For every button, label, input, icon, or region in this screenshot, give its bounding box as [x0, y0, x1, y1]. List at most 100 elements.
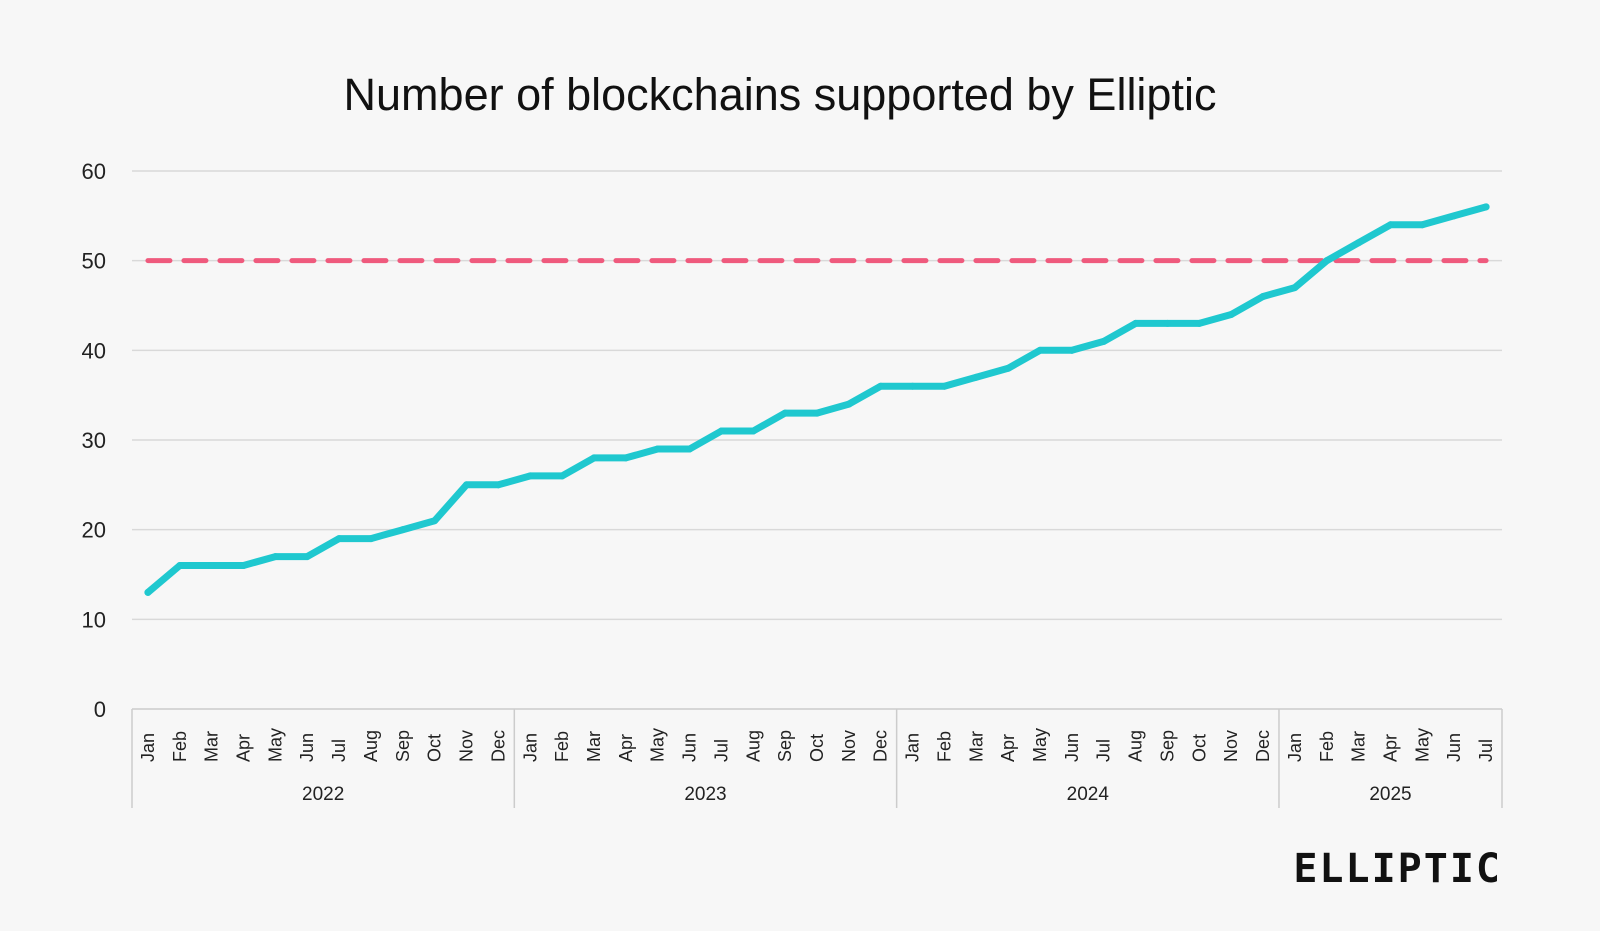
data-point	[1100, 337, 1108, 345]
gridlines	[132, 170, 1502, 621]
x-tick-label: Jul	[329, 739, 349, 762]
x-tick-label: Apr	[998, 734, 1018, 762]
x-tick-label: Jun	[297, 733, 317, 762]
data-point	[431, 517, 439, 525]
y-tick-label: 10	[82, 607, 106, 632]
x-tick-label: Jul	[1476, 739, 1496, 762]
x-tick-label: Feb	[1317, 731, 1337, 762]
x-axis: Jan Feb Mar Apr May Jun Jul Aug Sep Oct Nov Dec Jan F…	[131, 708, 1503, 808]
elliptic-logo: ELLIPTIC	[1293, 846, 1502, 892]
data-point	[399, 526, 407, 534]
x-tick-label: Jun	[680, 733, 700, 762]
data-point	[813, 409, 821, 417]
data-point	[686, 445, 694, 453]
x-tick-label: Dec	[1253, 730, 1273, 762]
data-point	[558, 472, 566, 480]
data-point	[1036, 346, 1044, 354]
data-point	[1132, 319, 1140, 327]
x-tick-label: Jul	[711, 739, 731, 762]
year-group-label: 2023	[684, 784, 726, 805]
x-tick-label: Oct	[425, 734, 445, 762]
x-tick-label: Aug	[743, 730, 763, 762]
x-tick-label: Nov	[839, 730, 859, 762]
x-tick-label: Jan	[1285, 733, 1305, 762]
data-point	[590, 454, 598, 462]
data-point	[781, 409, 789, 417]
x-tick-label: Aug	[1126, 730, 1146, 762]
series-group	[144, 203, 1490, 596]
x-tick-label: Sep	[775, 730, 795, 762]
x-tick-label: May	[1030, 728, 1050, 762]
x-tick-label: Apr	[234, 734, 254, 762]
x-tick-label: Apr	[1380, 734, 1400, 762]
x-tick-label: Dec	[488, 730, 508, 762]
data-point	[654, 445, 662, 453]
data-point	[1450, 212, 1458, 220]
data-point	[1323, 257, 1331, 265]
x-tick-label: Apr	[616, 734, 636, 762]
data-point	[1227, 310, 1235, 318]
data-point	[271, 553, 279, 561]
x-tick-label: Oct	[1189, 734, 1209, 762]
x-tick-label: Mar	[584, 731, 604, 762]
x-tick-label: Feb	[934, 731, 954, 762]
x-tick-label: Mar	[202, 731, 222, 762]
data-point	[940, 382, 948, 390]
x-tick-label: Dec	[871, 730, 891, 762]
x-tick-label: Jan	[520, 733, 540, 762]
data-point	[1291, 284, 1299, 292]
data-point	[1068, 346, 1076, 354]
data-point	[845, 400, 853, 408]
data-point	[749, 427, 757, 435]
x-tick-label: May	[648, 728, 668, 762]
data-point	[1386, 221, 1394, 229]
x-tick-label: Jan	[138, 733, 158, 762]
x-tick-label: Nov	[1221, 730, 1241, 762]
year-group-label: 2024	[1067, 784, 1110, 805]
x-tick-label: Jan	[903, 733, 923, 762]
x-tick-label: Sep	[393, 730, 413, 762]
chart-title: Number of blockchains supported by Ellip…	[344, 69, 1217, 120]
data-point	[526, 472, 534, 480]
data-point	[1355, 239, 1363, 247]
y-tick-label: 50	[82, 249, 106, 274]
data-point	[1163, 319, 1171, 327]
data-point	[144, 588, 152, 596]
x-tick-label: Mar	[966, 731, 986, 762]
data-point	[494, 481, 502, 489]
data-point	[208, 562, 216, 570]
data-point	[622, 454, 630, 462]
data-point	[909, 382, 917, 390]
y-tick-label: 0	[94, 697, 106, 722]
x-tick-label: Aug	[361, 730, 381, 762]
series-line	[144, 203, 1490, 596]
x-tick-label: Oct	[807, 734, 827, 762]
y-tick-label: 40	[82, 338, 106, 363]
year-group-label: 2025	[1369, 784, 1411, 805]
data-point	[1482, 203, 1490, 211]
data-point	[176, 562, 184, 570]
y-tick-label: 60	[82, 159, 106, 184]
data-point	[303, 553, 311, 561]
x-tick-label: Jun	[1444, 733, 1464, 762]
x-tick-label: Feb	[170, 731, 190, 762]
data-point	[1259, 293, 1267, 301]
data-point	[972, 373, 980, 381]
x-tick-label: Mar	[1349, 731, 1369, 762]
year-group-label: 2022	[302, 784, 344, 805]
data-point	[367, 535, 375, 543]
x-tick-label: Jun	[1062, 733, 1082, 762]
data-point	[1195, 319, 1203, 327]
x-tick-label: Jul	[1094, 739, 1114, 762]
data-point	[717, 427, 725, 435]
x-tick-label: Feb	[552, 731, 572, 762]
data-point	[335, 535, 343, 543]
x-tick-label: Nov	[457, 730, 477, 762]
y-tick-label: 30	[82, 428, 106, 453]
y-axis: 0 10 20 30 40 50 60	[82, 159, 106, 722]
data-point	[877, 382, 885, 390]
x-tick-label: May	[265, 728, 285, 762]
data-point	[1004, 364, 1012, 372]
